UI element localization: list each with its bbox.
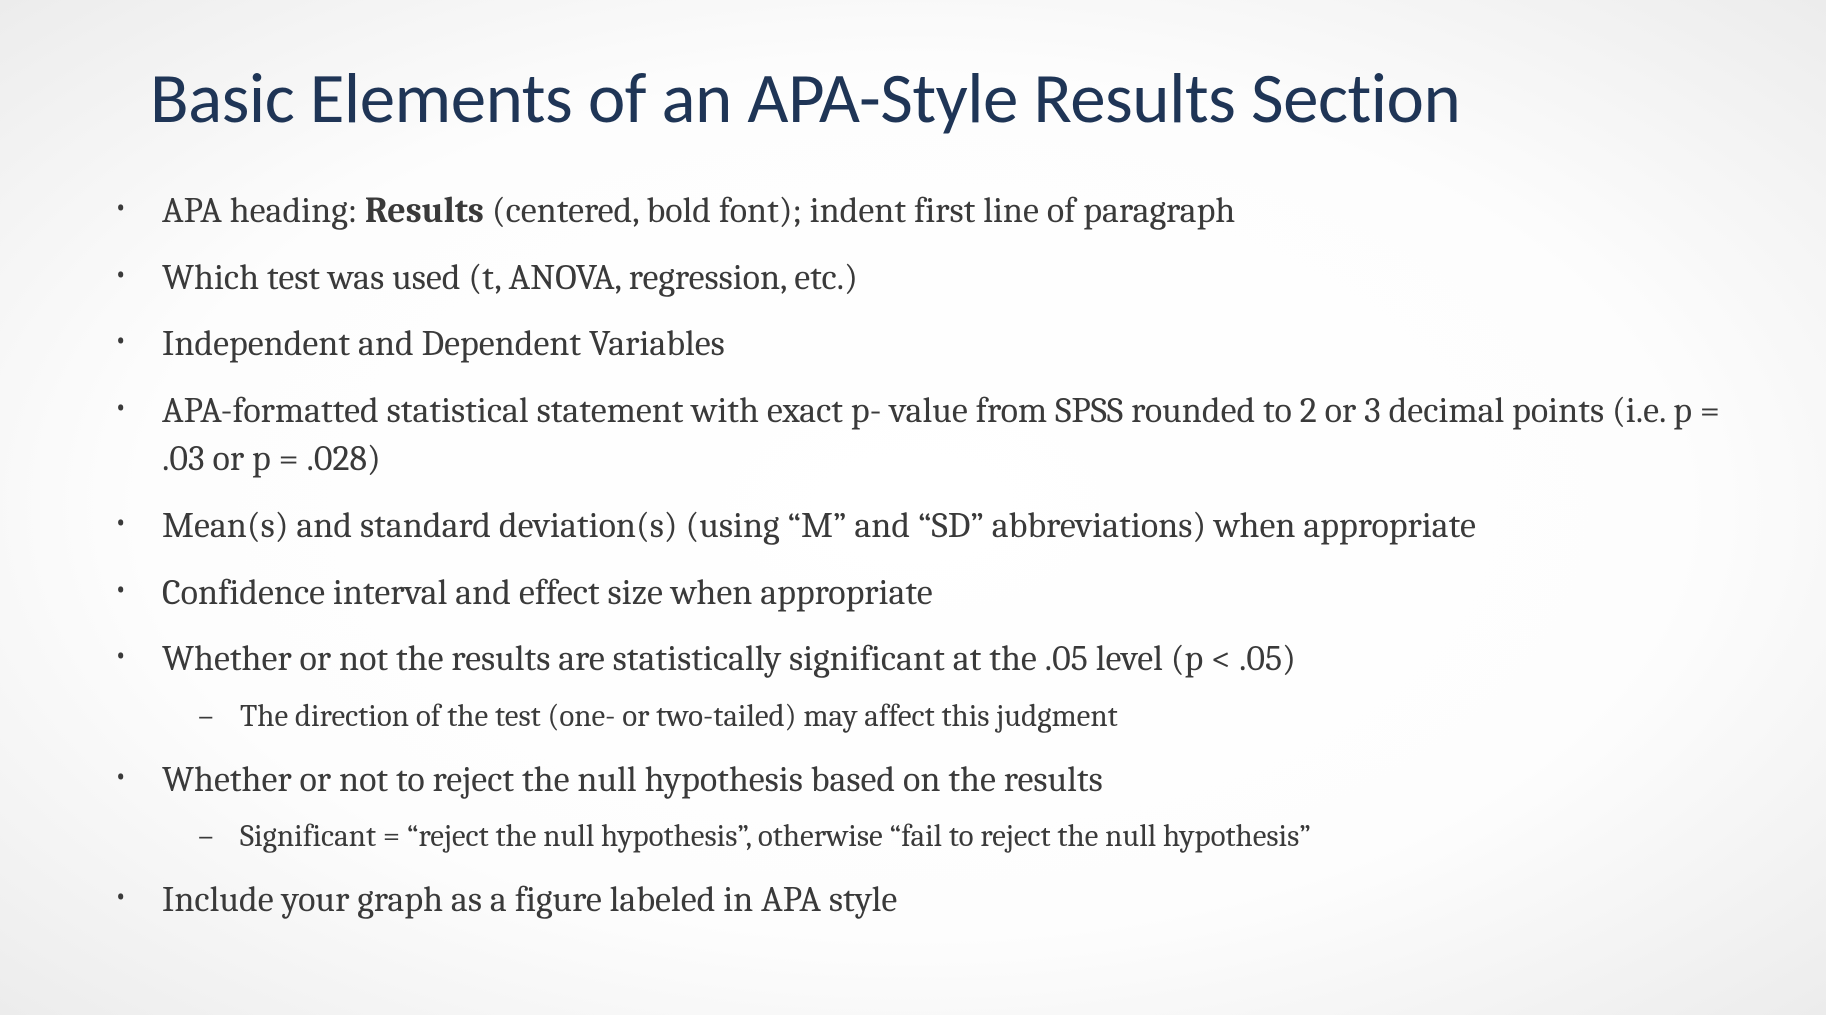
list-item: APA-formatted statistical statement with… (100, 387, 1736, 484)
list-item-text: Independent and Dependent Variables (162, 323, 725, 364)
list-item: Whether or not the results are statistic… (100, 635, 1736, 737)
bullet-list-level1: APA heading: Results (centered, bold fon… (90, 187, 1736, 925)
list-item: Whether or not to reject the null hypoth… (100, 756, 1736, 858)
list-item: Confidence interval and effect size when… (100, 569, 1736, 618)
list-item: Mean(s) and standard deviation(s) (using… (100, 502, 1736, 551)
list-subitem: The direction of the test (one- or two-t… (162, 696, 1736, 738)
list-subitem-text: Significant = “reject the null hypothesi… (240, 818, 1311, 854)
list-item: Include your graph as a figure labeled i… (100, 876, 1736, 925)
bullet-list-level2: The direction of the test (one- or two-t… (162, 696, 1736, 738)
slide-container: Basic Elements of an APA-Style Results S… (0, 0, 1826, 1015)
list-item-text: Confidence interval and effect size when… (162, 572, 933, 613)
list-item-text-before: APA heading: (162, 190, 365, 231)
list-item-bold: Results (365, 190, 484, 231)
list-item: APA heading: Results (centered, bold fon… (100, 187, 1736, 236)
list-item-text: Include your graph as a figure labeled i… (162, 879, 897, 920)
list-item-text: Mean(s) and standard deviation(s) (using… (162, 505, 1476, 546)
list-item-text: Whether or not the results are statistic… (162, 638, 1296, 679)
list-subitem: Significant = “reject the null hypothesi… (162, 816, 1736, 858)
bullet-list-level2: Significant = “reject the null hypothesi… (162, 816, 1736, 858)
list-item-text: Which test was used (t, ANOVA, regressio… (162, 257, 858, 298)
list-item-text: APA-formatted statistical statement with… (162, 390, 1720, 480)
list-item-text: Whether or not to reject the null hypoth… (162, 759, 1103, 800)
list-item: Independent and Dependent Variables (100, 320, 1736, 369)
slide-title: Basic Elements of an APA-Style Results S… (150, 55, 1736, 142)
list-item-text-after: (centered, bold font); indent first line… (484, 190, 1235, 231)
list-subitem-text: The direction of the test (one- or two-t… (240, 698, 1118, 734)
list-item: Which test was used (t, ANOVA, regressio… (100, 254, 1736, 303)
